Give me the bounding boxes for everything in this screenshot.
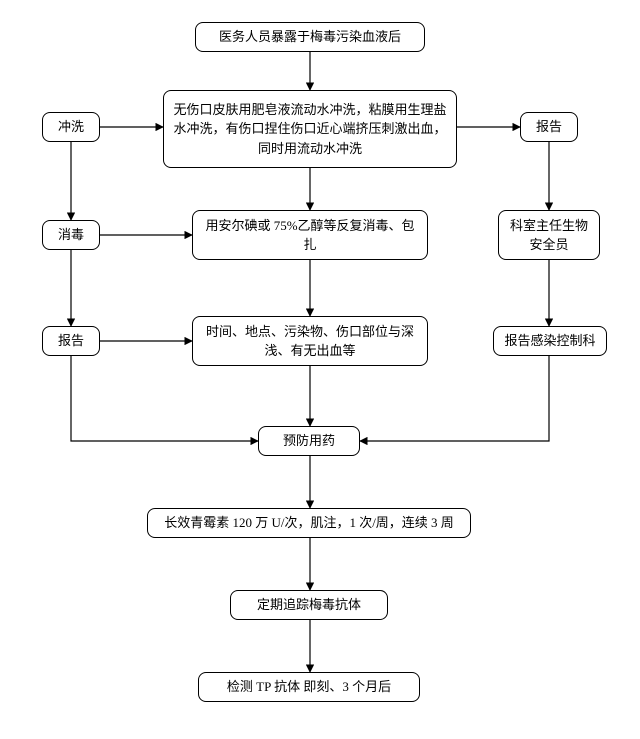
- flow-node-label: 时间、地点、污染物、伤口部位与深浅、有无出血等: [201, 322, 419, 361]
- flow-edge-12: [71, 356, 258, 441]
- flowchart-canvas: 医务人员暴露于梅毒污染血液后无伤口皮肤用肥皂液流动水冲洗，粘膜用生理盐水冲洗，有…: [0, 0, 640, 739]
- flow-node-label: 报告感染控制科: [504, 331, 595, 351]
- flow-node-n1: 医务人员暴露于梅毒污染血液后: [195, 22, 425, 52]
- flow-node-label: 冲洗: [58, 117, 84, 137]
- flow-node-label: 消毒: [58, 225, 84, 245]
- flow-edge-13: [360, 356, 549, 441]
- flow-node-n7: 科室主任生物安全员: [498, 210, 600, 260]
- flow-node-label: 医务人员暴露于梅毒污染血液后: [219, 27, 401, 47]
- flow-node-n12: 长效青霉素 120 万 U/次，肌注，1 次/周，连续 3 周: [147, 508, 471, 538]
- flow-node-n9: 时间、地点、污染物、伤口部位与深浅、有无出血等: [192, 316, 428, 366]
- flow-node-n6: 用安尔碘或 75%乙醇等反复消毒、包扎: [192, 210, 428, 260]
- flow-node-label: 定期追踪梅毒抗体: [257, 595, 361, 615]
- flow-node-label: 预防用药: [283, 431, 335, 451]
- flow-node-label: 长效青霉素 120 万 U/次，肌注，1 次/周，连续 3 周: [164, 513, 454, 533]
- flow-node-n13: 定期追踪梅毒抗体: [230, 590, 388, 620]
- flow-node-n4: 报告: [520, 112, 578, 142]
- flow-node-n8: 报告: [42, 326, 100, 356]
- flow-node-label: 报告: [58, 331, 84, 351]
- flow-node-label: 用安尔碘或 75%乙醇等反复消毒、包扎: [201, 216, 419, 255]
- flow-node-n10: 报告感染控制科: [493, 326, 607, 356]
- flow-node-n2: 无伤口皮肤用肥皂液流动水冲洗，粘膜用生理盐水冲洗，有伤口捏住伤口近心端挤压刺激出…: [163, 90, 457, 168]
- flow-node-label: 科室主任生物安全员: [507, 216, 591, 255]
- flow-node-n3: 冲洗: [42, 112, 100, 142]
- flow-node-label: 报告: [536, 117, 562, 137]
- flow-node-n5: 消毒: [42, 220, 100, 250]
- flow-node-n14: 检测 TP 抗体 即刻、3 个月后: [198, 672, 420, 702]
- flow-node-label: 无伤口皮肤用肥皂液流动水冲洗，粘膜用生理盐水冲洗，有伤口捏住伤口近心端挤压刺激出…: [172, 100, 448, 159]
- flow-node-n11: 预防用药: [258, 426, 360, 456]
- flow-node-label: 检测 TP 抗体 即刻、3 个月后: [227, 677, 391, 697]
